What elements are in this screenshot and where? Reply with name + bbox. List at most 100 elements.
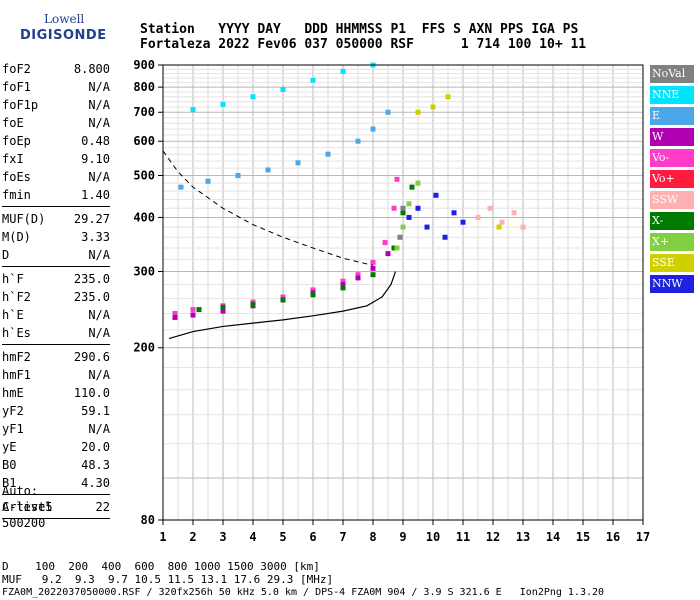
x-tick-label: 4 (249, 530, 256, 544)
scaled-parameters-panel: foF2 8.800 foF1 N/A foF1p N/A foE N/A foEp 0.… (2, 60, 110, 522)
legend-item-sse: SSE (650, 254, 694, 272)
data-point-vo- (355, 272, 361, 278)
x-tick-label: 11 (456, 530, 470, 544)
autoscale-program: Artist5 (2, 500, 53, 514)
param-label: h`Es (2, 326, 31, 340)
param-label: foF1 (2, 80, 31, 94)
param-label: B0 (2, 458, 17, 472)
y-tick-label: 600 (133, 134, 155, 148)
data-point-x- (310, 292, 316, 298)
data-point-w (220, 308, 226, 314)
data-point-e (355, 138, 361, 144)
data-point-nnw (406, 214, 412, 220)
data-point-nnw (460, 219, 466, 225)
x-tick-label: 16 (606, 530, 620, 544)
data-point-w (370, 265, 376, 271)
legend-item-nne: NNE (650, 86, 694, 104)
footer-file-info: FZA0M_2022037050000.RSF / 320fx256h 50 k… (2, 587, 605, 598)
data-point-w (340, 281, 346, 287)
param-row: fxI 9.10 (2, 150, 110, 168)
data-point-e (325, 151, 331, 157)
data-point-x- (391, 245, 397, 251)
param-row: foEs N/A (2, 168, 110, 186)
data-point-nne (280, 87, 286, 93)
data-point-x- (409, 184, 415, 190)
x-tick-label: 2 (189, 530, 196, 544)
divider (2, 518, 110, 519)
param-label: yF1 (2, 422, 24, 436)
y-tick-label: 80 (141, 513, 155, 527)
param-label: hmE (2, 386, 24, 400)
param-value: 0.48 (81, 134, 110, 148)
param-label: fmin (2, 188, 31, 202)
data-point-nne (310, 77, 316, 83)
data-point-vo- (391, 205, 397, 211)
param-label: foEs (2, 170, 31, 184)
param-group-muf: MUF(D) 29.27 M(D) 3.33 D N/A (2, 210, 110, 264)
param-row: B1 4.30 (2, 474, 110, 492)
param-row: h`Es N/A (2, 324, 110, 342)
x-tick-label: 17 (636, 530, 650, 544)
chart-curves (162, 150, 397, 340)
param-value: N/A (88, 98, 110, 112)
data-point-nnw (442, 234, 448, 240)
x-tick-label: 15 (576, 530, 590, 544)
data-point-x- (400, 224, 406, 230)
param-label: yE (2, 440, 17, 454)
data-point-e (178, 184, 184, 190)
data-point-x- (406, 201, 412, 207)
param-group-profile: hmF2 290.6 hmF1 N/A hmE 110.0 yF2 59.1 yF1 N/… (2, 348, 110, 492)
y-tick-label: 300 (133, 265, 155, 279)
param-label: h`E (2, 308, 24, 322)
param-label: C-level (2, 500, 53, 514)
data-point-nne (250, 94, 256, 100)
header-line-2: Fortaleza 2022 Fev06 037 050000 RSF 1 71… (140, 37, 587, 52)
data-point-noval (400, 205, 406, 211)
param-value: N/A (88, 308, 110, 322)
data-point-vo- (190, 307, 196, 313)
param-label: foE (2, 116, 24, 130)
data-point-x- (250, 301, 256, 307)
param-value: 235.0 (73, 272, 110, 286)
legend-item-vo-minus: Vo- (650, 149, 694, 167)
data-point-w (385, 251, 391, 257)
param-value: 110.0 (73, 386, 110, 400)
param-value: N/A (88, 326, 110, 340)
data-point-e (370, 126, 376, 132)
data-point-e (265, 167, 271, 173)
data-point-x- (400, 210, 406, 216)
data-point-x- (220, 304, 226, 310)
y-tick-label: 700 (133, 105, 155, 119)
param-value: 29.27 (73, 212, 110, 226)
data-point-vo- (280, 294, 286, 300)
data-point-ssw (487, 205, 493, 211)
param-label: M(D) (2, 230, 31, 244)
footer-distance-row: D 100 200 400 600 800 1000 1500 3000 [km… (2, 560, 320, 573)
param-value: N/A (88, 80, 110, 94)
data-point-ssw (511, 210, 517, 216)
data-point-nnw (451, 210, 457, 216)
data-point-e (295, 160, 301, 166)
x-tick-label: 1 (159, 530, 166, 544)
param-row: D N/A (2, 246, 110, 264)
data-point-sse (496, 224, 502, 230)
param-group-virtual-heights: h`F 235.0 h`F2 235.0 h`E N/A h`Es N/A (2, 270, 110, 342)
param-value: 48.3 (81, 458, 110, 472)
data-point-sse (415, 109, 421, 115)
divider (2, 494, 110, 495)
data-point-e (385, 109, 391, 115)
data-point-x- (340, 285, 346, 291)
data-point-nne (220, 101, 226, 107)
logo-digisonde-text: DIGISONDE (20, 28, 107, 43)
x-tick-label: 14 (546, 530, 560, 544)
param-row: yF2 59.1 (2, 402, 110, 420)
x-tick-label: 9 (399, 530, 406, 544)
param-row: foE N/A (2, 114, 110, 132)
data-point-nne (190, 107, 196, 113)
param-value: 235.0 (73, 290, 110, 304)
param-value: 3.33 (81, 230, 110, 244)
data-point-vo- (172, 310, 178, 316)
chart-axes: 1 2 3 4 5 6 7 8 9 10 11 12 13 14 15 16 17802003004005006… (133, 58, 650, 544)
param-label: hmF2 (2, 350, 31, 364)
param-value: 59.1 (81, 404, 110, 418)
